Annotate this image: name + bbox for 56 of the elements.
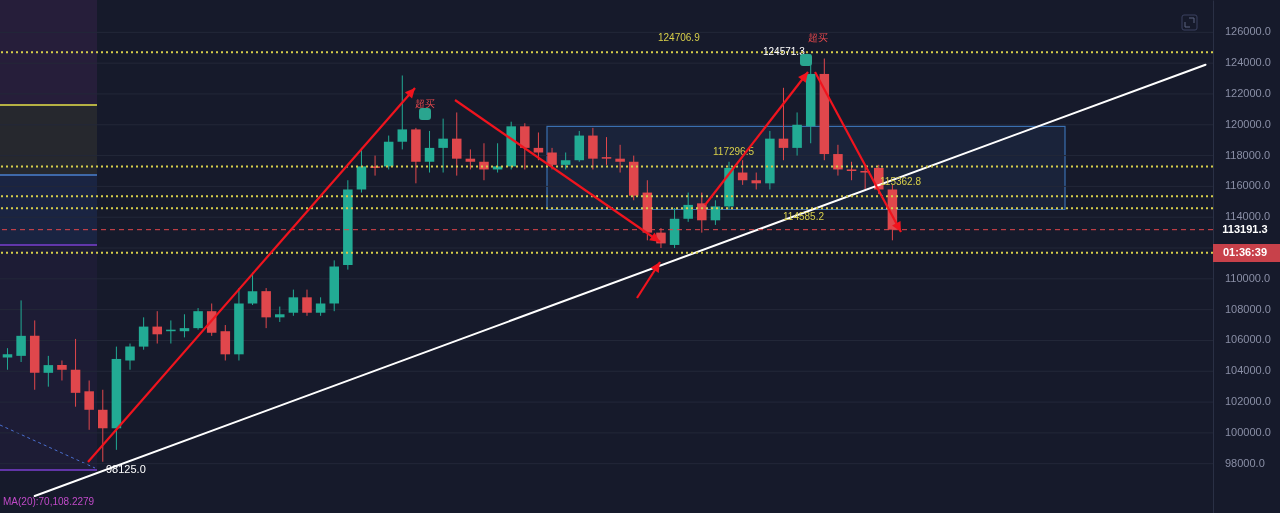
annotation: 超买 xyxy=(808,32,828,43)
y-tick-label: 114000.0 xyxy=(1225,210,1271,223)
candlestick xyxy=(2,347,13,371)
candlestick xyxy=(683,192,693,223)
y-tick-label: 120000.0 xyxy=(1225,117,1271,130)
candlestick xyxy=(179,313,190,338)
y-tick-label: 102000.0 xyxy=(1225,395,1271,408)
candlestick xyxy=(397,74,408,150)
candlestick xyxy=(152,310,163,345)
candlestick xyxy=(424,130,435,174)
candlestick xyxy=(138,316,149,351)
y-tick-label: 126000.0 xyxy=(1225,25,1271,38)
text: 01:36:39 xyxy=(1222,246,1268,258)
y-tick-label: 122000.0 xyxy=(1225,86,1271,99)
candlestick xyxy=(451,111,462,177)
annotation: 98125.0 xyxy=(106,463,146,475)
candlestick xyxy=(520,122,530,170)
candlestick xyxy=(302,289,312,317)
annotation: 124571.3 xyxy=(763,46,806,57)
candlestick xyxy=(220,324,231,361)
candlestick xyxy=(778,87,789,161)
candlestick xyxy=(846,161,857,181)
candlestick xyxy=(315,296,326,317)
y-tick-label: 118000.0 xyxy=(1225,148,1271,161)
candlestick xyxy=(370,155,380,177)
candlestick xyxy=(833,144,843,177)
y-tick-label: 100000.0 xyxy=(1225,425,1271,438)
y-tick-label: 98000.0 xyxy=(1225,456,1265,469)
candlestick xyxy=(70,338,81,408)
candlestick xyxy=(601,136,612,166)
candlestick xyxy=(98,389,108,463)
candlestick xyxy=(57,359,67,382)
candlestick xyxy=(193,307,203,331)
candlestick xyxy=(288,289,299,317)
annotation: 超买 xyxy=(415,98,435,109)
candlestick xyxy=(860,165,870,190)
annotation: MA(20):70,108.2279 xyxy=(3,496,95,507)
y-tick-label: 110000.0 xyxy=(1225,271,1271,284)
ref-line-label: 113191.3 xyxy=(1222,222,1268,235)
y-tick-label: 116000.0 xyxy=(1225,179,1271,192)
candlestick xyxy=(125,343,135,371)
candlestick xyxy=(533,131,544,161)
candlestick xyxy=(615,144,625,174)
candlestick xyxy=(465,148,476,170)
y-tick-label: 108000.0 xyxy=(1225,302,1271,315)
candlestick xyxy=(588,127,598,170)
candlestick xyxy=(547,147,557,170)
y-tick-label: 104000.0 xyxy=(1225,364,1271,377)
y-tick-label: 106000.0 xyxy=(1225,333,1271,346)
candlestick xyxy=(43,355,54,388)
candlestick xyxy=(84,380,94,431)
y-tick-label: 124000.0 xyxy=(1225,56,1271,69)
ref-line-label: 124706.9 xyxy=(658,32,701,44)
candlestick xyxy=(792,111,802,157)
candlestick xyxy=(16,299,26,363)
candlestick xyxy=(438,118,448,174)
